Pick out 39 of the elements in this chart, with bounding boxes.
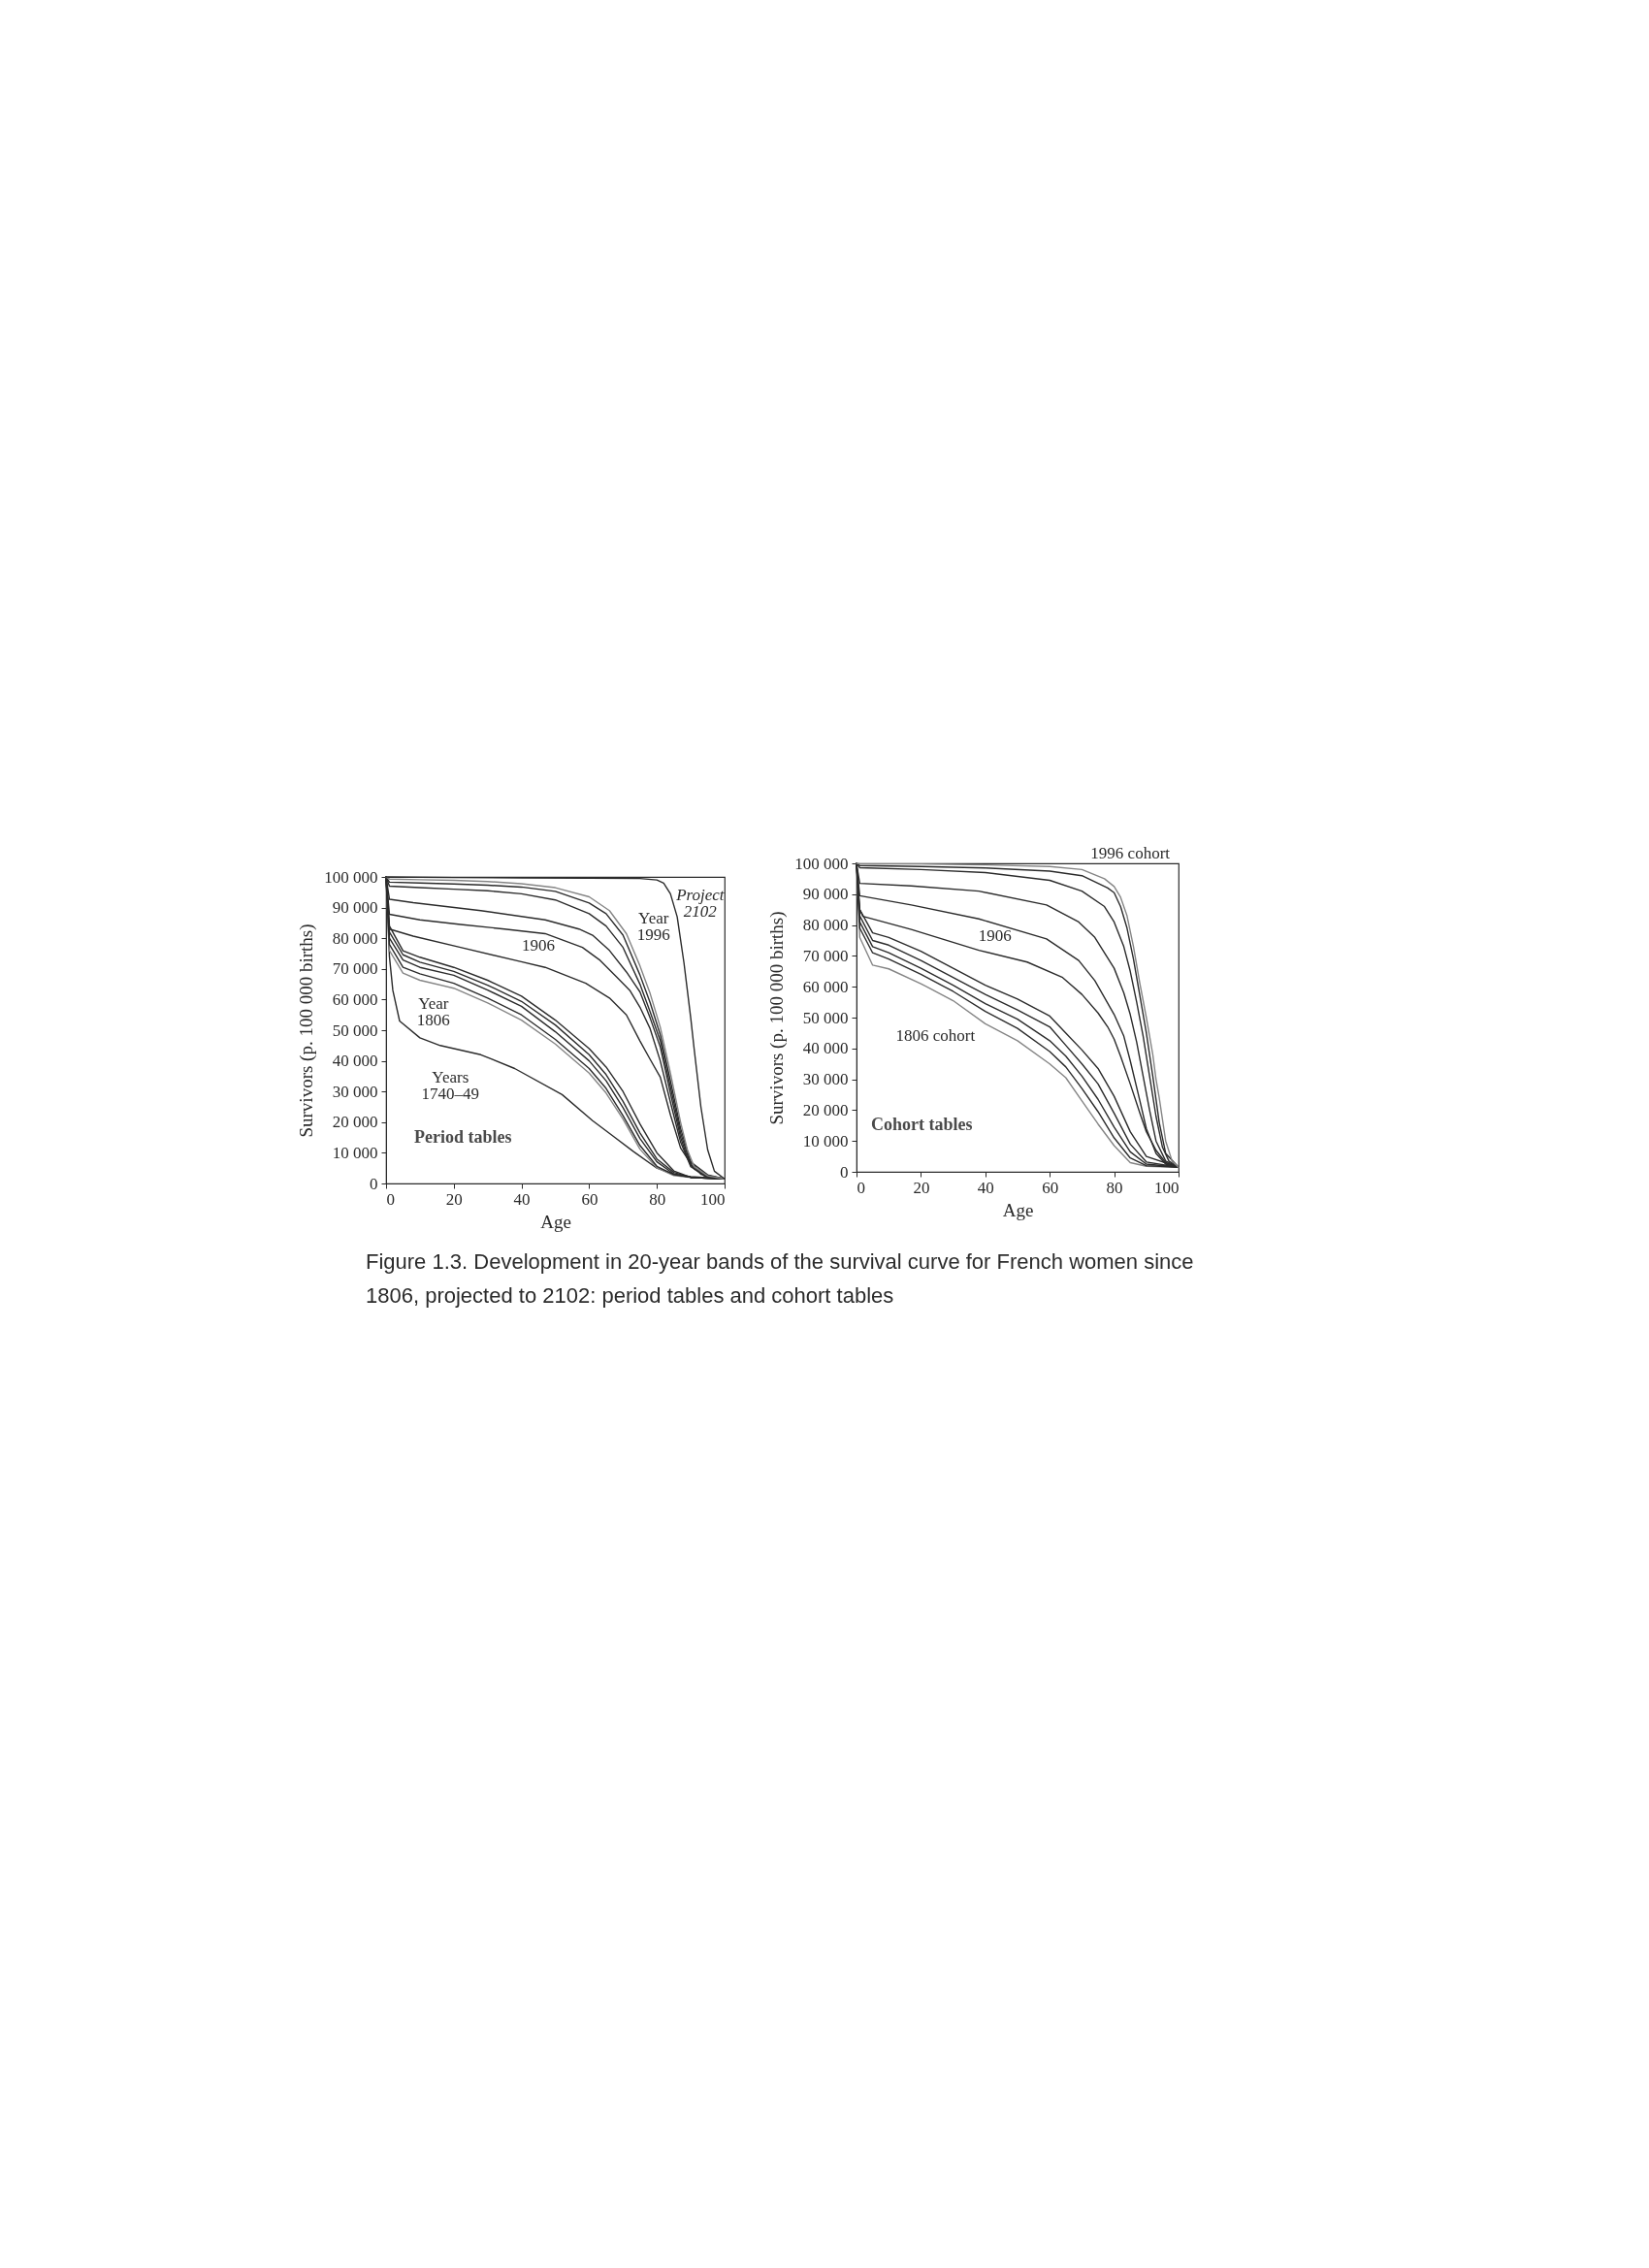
caption: Figure 1.3. Development in 20-year bands of the survival curve for French women since 1806, projected to 2102: period tables and cohort tables [366, 1248, 1195, 1310]
y-tick-label: 50 000 [802, 1008, 849, 1027]
x-tick-label: 40 [513, 1189, 531, 1209]
x-tick-label: 100 [1154, 1178, 1180, 1197]
y-tick-label: 60 000 [802, 977, 849, 996]
x-tick-label: 60 [581, 1189, 598, 1209]
x-axis-title: Age [540, 1211, 571, 1232]
x-tick-label: 20 [445, 1189, 463, 1209]
y-axis-title: Survivors (p. 100 000 births) [296, 923, 318, 1138]
y-tick-label: 30 000 [332, 1082, 378, 1101]
series-label: 1996 cohort [1090, 844, 1171, 863]
y-axis-title: Survivors (p. 100 000 births) [766, 911, 789, 1125]
x-tick-label: 60 [1042, 1178, 1059, 1197]
y-tick-label: 10 000 [332, 1143, 378, 1162]
y-tick-label: 20 000 [802, 1100, 849, 1119]
y-tick-label: 30 000 [802, 1070, 849, 1089]
y-tick-label: 90 000 [332, 898, 378, 918]
x-tick-label: 100 [700, 1189, 726, 1209]
y-tick-label: 70 000 [332, 959, 378, 979]
y-tick-label: 90 000 [802, 885, 849, 904]
y-tick-label: 80 000 [332, 928, 378, 948]
x-tick-label: 0 [857, 1178, 865, 1197]
y-tick-label: 10 000 [802, 1131, 849, 1150]
y-tick-label: 70 000 [802, 946, 849, 965]
x-tick-label: 0 [386, 1189, 395, 1209]
x-axis-title: Age [1002, 1199, 1034, 1220]
y-tick-label: 50 000 [332, 1021, 378, 1040]
x-tick-label: 80 [1106, 1178, 1123, 1197]
y-tick-label: 0 [840, 1162, 849, 1182]
y-tick-label: 40 000 [332, 1052, 378, 1071]
y-tick-label: 100 000 [324, 867, 378, 887]
y-tick-label: 100 000 [794, 854, 849, 873]
y-tick-label: 40 000 [802, 1039, 849, 1058]
x-tick-label: 80 [649, 1189, 666, 1209]
y-tick-label: 80 000 [802, 916, 849, 935]
x-tick-label: 20 [913, 1178, 930, 1197]
y-tick-label: 20 000 [332, 1113, 378, 1132]
x-tick-label: 40 [977, 1178, 994, 1197]
y-tick-label: 60 000 [332, 989, 378, 1009]
